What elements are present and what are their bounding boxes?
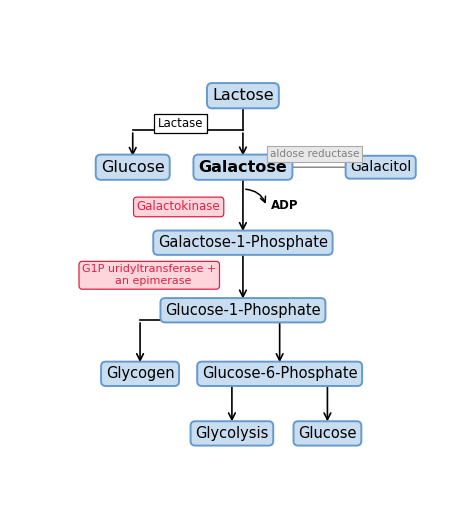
- Text: Lactase: Lactase: [158, 117, 203, 130]
- Text: Glucose: Glucose: [101, 160, 164, 175]
- Text: Glucose-6-Phosphate: Glucose-6-Phosphate: [202, 366, 357, 381]
- Text: aldose reductase: aldose reductase: [270, 149, 359, 159]
- Text: Lactose: Lactose: [212, 88, 274, 103]
- Text: Glucose: Glucose: [298, 426, 356, 441]
- Text: G1P uridyltransferase +
  an epimerase: G1P uridyltransferase + an epimerase: [82, 265, 216, 286]
- Text: Galacitol: Galacitol: [350, 160, 411, 174]
- Text: Galactose: Galactose: [199, 160, 287, 175]
- Text: Glucose-1-Phosphate: Glucose-1-Phosphate: [165, 303, 321, 318]
- Text: ADP: ADP: [271, 199, 298, 212]
- Text: Glycogen: Glycogen: [106, 366, 174, 381]
- Text: Galactokinase: Galactokinase: [137, 200, 220, 214]
- Text: Glycolysis: Glycolysis: [195, 426, 269, 441]
- Text: Galactose-1-Phosphate: Galactose-1-Phosphate: [158, 235, 328, 250]
